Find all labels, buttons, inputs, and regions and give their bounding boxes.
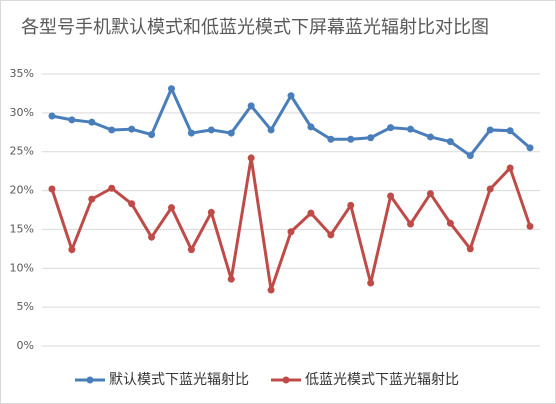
point: [128, 125, 136, 133]
point: [88, 195, 96, 203]
y-tick-label: 35%: [10, 67, 34, 80]
point: [187, 246, 195, 254]
legend-label: 低蓝光模式下蓝光辐射比: [305, 372, 459, 388]
point: [407, 220, 415, 228]
point: [307, 123, 315, 131]
series-line: [50, 157, 532, 291]
legend-marker: [282, 376, 290, 384]
y-tick-label: 5%: [17, 300, 34, 313]
point: [327, 231, 335, 239]
point: [466, 245, 474, 253]
point: [486, 126, 494, 134]
point: [526, 144, 534, 152]
point: [426, 133, 434, 141]
legend-label: 默认模式下蓝光辐射比: [109, 372, 249, 388]
point: [227, 275, 235, 283]
point: [148, 233, 156, 241]
point: [68, 246, 76, 254]
point: [446, 219, 454, 227]
point: [307, 209, 315, 217]
y-tick-label: 0%: [17, 339, 34, 352]
point: [148, 131, 156, 139]
point: [466, 152, 474, 160]
point: [128, 200, 136, 208]
point: [267, 126, 275, 134]
point: [506, 127, 514, 135]
legend-marker: [86, 376, 94, 384]
point: [287, 228, 295, 236]
point: [68, 116, 76, 124]
point: [108, 184, 116, 192]
y-tick-label: 15%: [10, 222, 34, 235]
point: [227, 129, 235, 137]
point: [367, 279, 375, 287]
point: [446, 138, 454, 146]
point: [207, 126, 215, 134]
point: [167, 85, 175, 93]
point: [108, 126, 116, 134]
point: [247, 102, 255, 110]
y-tick-label: 10%: [10, 261, 34, 274]
point: [88, 118, 96, 126]
point: [207, 208, 215, 216]
point: [526, 222, 534, 230]
point: [347, 201, 355, 209]
point: [48, 112, 56, 120]
y-tick-label: 20%: [10, 184, 34, 197]
point: [167, 204, 175, 212]
point: [48, 185, 56, 193]
point: [506, 164, 514, 172]
point: [486, 185, 494, 193]
point: [187, 129, 195, 137]
point: [387, 192, 395, 200]
chart-title: 各型号手机默认模式和低蓝光模式下屏幕蓝光辐射比对比图: [21, 17, 489, 38]
point: [267, 286, 275, 294]
point: [247, 154, 255, 162]
y-tick-label: 25%: [10, 145, 34, 158]
point: [426, 190, 434, 198]
point: [287, 92, 295, 100]
point: [407, 125, 415, 133]
point: [367, 134, 375, 142]
point: [327, 135, 335, 143]
point: [387, 124, 395, 132]
y-tick-label: 30%: [10, 106, 34, 119]
point: [347, 135, 355, 143]
